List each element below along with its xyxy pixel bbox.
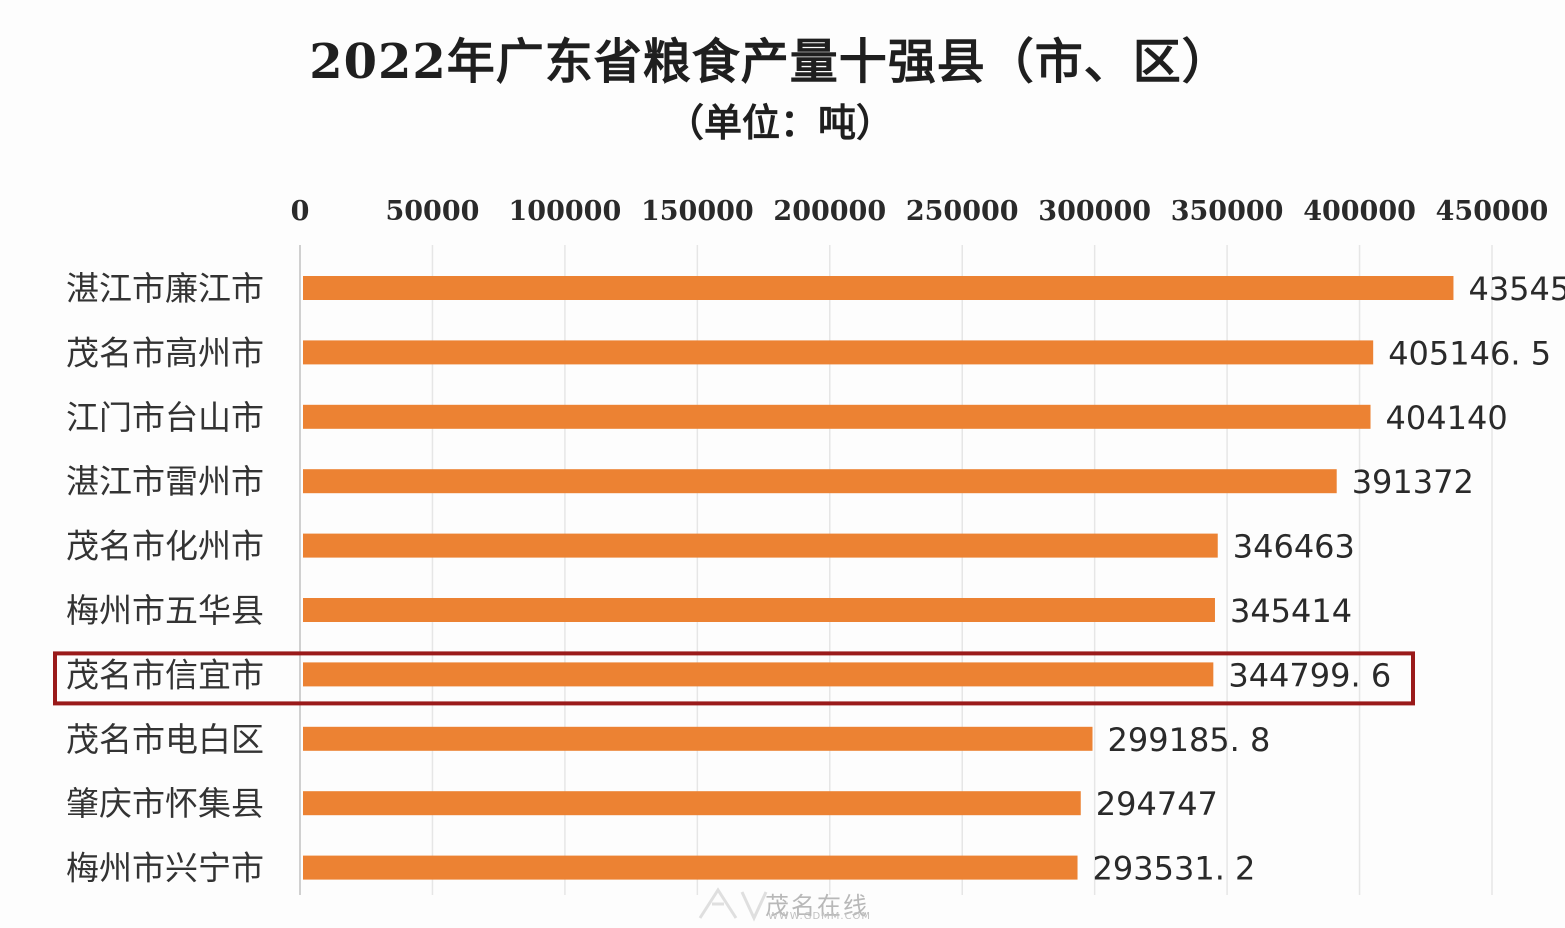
chart-title: 2022年广东省粮食产量十强县（市、区） bbox=[309, 34, 1231, 90]
value-label: 435450 bbox=[1468, 270, 1565, 308]
category-label: 湛江市雷州市 bbox=[66, 462, 264, 501]
value-label: 293531. 2 bbox=[1093, 850, 1256, 888]
bar bbox=[303, 662, 1214, 687]
x-tick-label: 400000 bbox=[1303, 196, 1416, 227]
value-label: 346463 bbox=[1233, 528, 1355, 566]
x-tick-label: 0 bbox=[291, 196, 310, 227]
x-tick-label: 150000 bbox=[641, 196, 754, 227]
watermark-logo-icon bbox=[698, 887, 768, 922]
x-tick-label: 200000 bbox=[773, 196, 886, 227]
category-label: 茂名市化州市 bbox=[66, 527, 264, 566]
bar bbox=[303, 598, 1215, 622]
value-label: 294747 bbox=[1096, 785, 1218, 823]
category-label: 江门市台山市 bbox=[66, 398, 264, 437]
bar bbox=[303, 404, 1371, 429]
category-label: 梅州市兴宁市 bbox=[66, 849, 264, 888]
category-label: 梅州市五华县 bbox=[66, 591, 264, 630]
bar bbox=[303, 855, 1078, 880]
chart-subtitle: （单位：吨） bbox=[665, 100, 894, 145]
x-tick-label: 450000 bbox=[1436, 196, 1549, 227]
category-label: 茂名市电白区 bbox=[66, 720, 264, 759]
watermark-url: WWW.GDMM.COM bbox=[768, 911, 872, 922]
x-tick-label: 350000 bbox=[1171, 196, 1284, 227]
highlight-layer bbox=[53, 651, 1415, 706]
x-tick-label: 50000 bbox=[385, 196, 479, 227]
value-label: 405146. 5 bbox=[1388, 334, 1551, 372]
x-tick-label: 250000 bbox=[906, 196, 1019, 227]
category-labels: 湛江市廉江市茂名市高州市江门市台山市湛江市雷州市茂名市化州市梅州市五华县茂名市信… bbox=[66, 269, 264, 888]
bar bbox=[303, 340, 1374, 365]
highlight-box bbox=[53, 651, 1415, 706]
category-label: 茂名市高州市 bbox=[66, 333, 264, 372]
category-label: 湛江市廉江市 bbox=[66, 269, 264, 308]
x-tick-label: 100000 bbox=[509, 196, 622, 227]
x-tick-label: 300000 bbox=[1038, 196, 1151, 227]
bar bbox=[303, 533, 1218, 558]
bar bbox=[303, 276, 1454, 300]
value-labels: 435450 405146. 5 404140 391372 346463 345414 3… bbox=[1093, 270, 1565, 888]
bar bbox=[303, 726, 1093, 751]
bar bbox=[303, 791, 1081, 816]
bars bbox=[303, 276, 1454, 880]
value-label: 344799. 6 bbox=[1228, 656, 1391, 694]
bar bbox=[303, 469, 1337, 494]
value-label: 299185. 8 bbox=[1108, 721, 1271, 759]
value-label: 404140 bbox=[1386, 399, 1508, 437]
category-label: 茂名市信宜市 bbox=[66, 655, 264, 694]
x-axis-ticks: 0 50000 100000 150000 200000 250000 300000 3500… bbox=[291, 196, 1549, 227]
value-label: 345414 bbox=[1230, 592, 1352, 630]
value-label: 391372 bbox=[1352, 463, 1474, 501]
watermark-text: 茂名在线 bbox=[765, 892, 869, 920]
category-label: 肇庆市怀集县 bbox=[66, 784, 264, 823]
